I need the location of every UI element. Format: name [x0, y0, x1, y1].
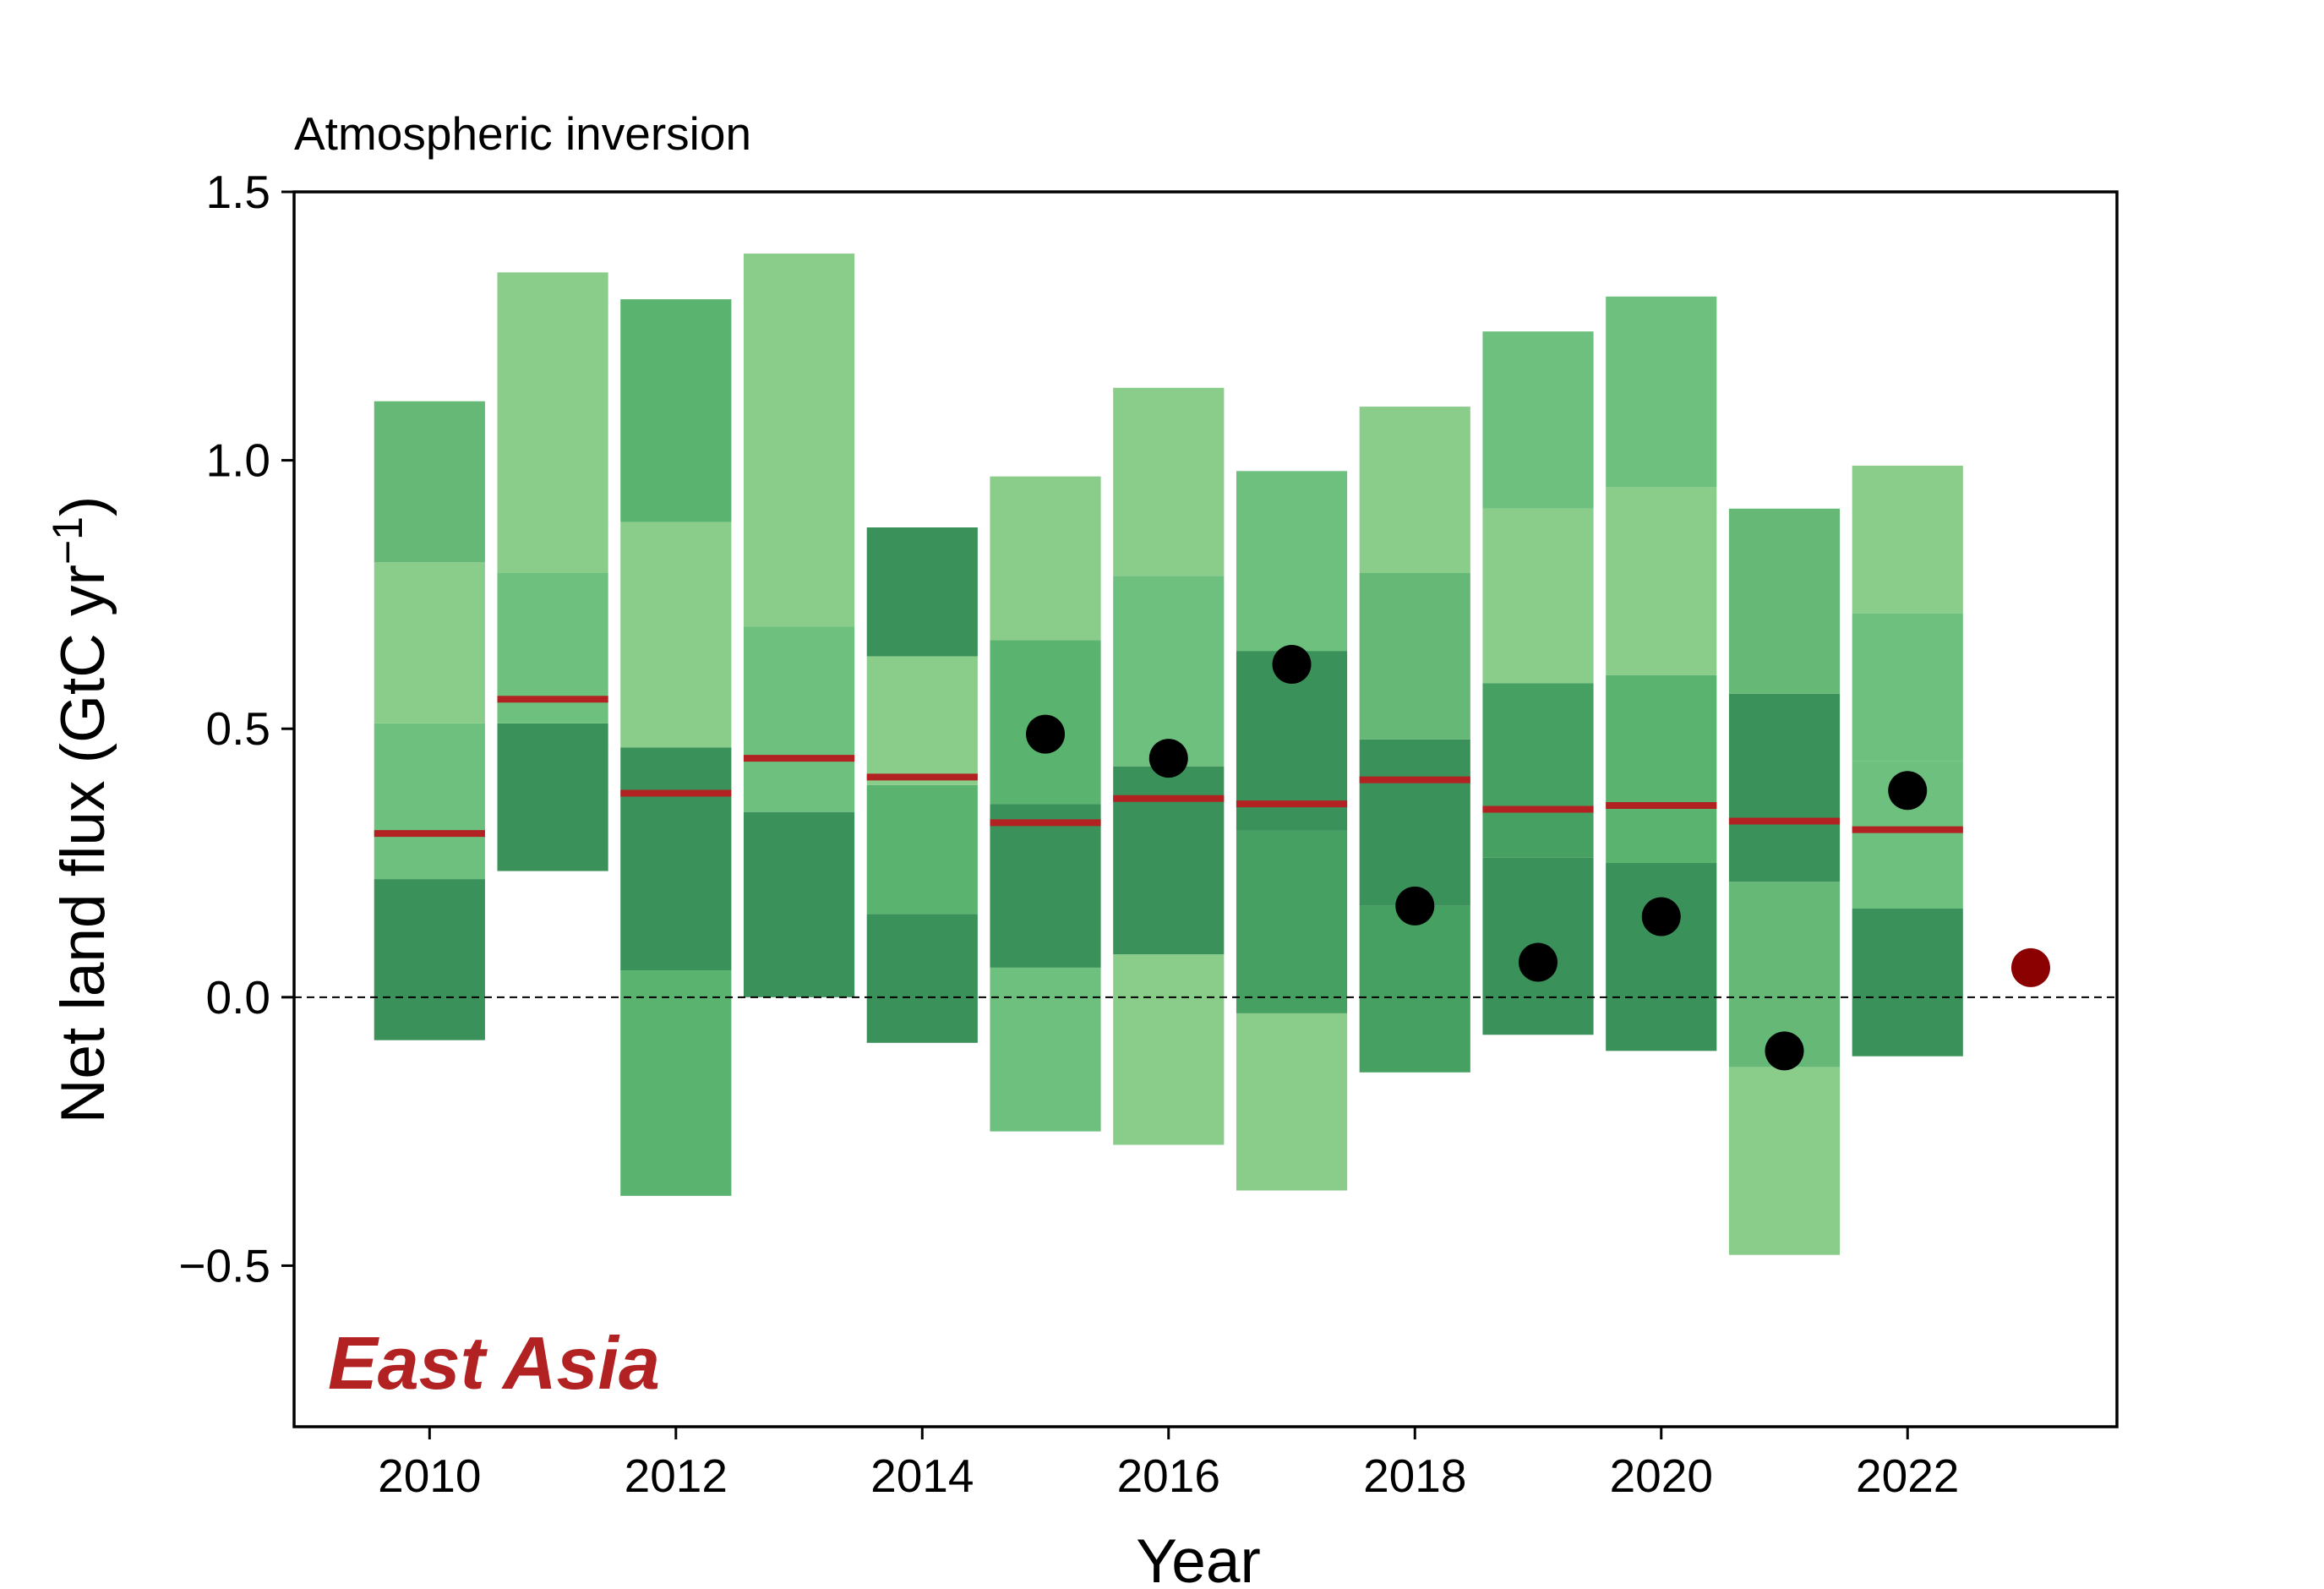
band-segment-2012-2 — [620, 521, 732, 748]
y-axis-label-main: Net land flux (GtC yr — [49, 565, 117, 1123]
point-2015 — [1026, 714, 1066, 754]
band-segment-2022-3 — [1852, 465, 1963, 614]
band-segment-2016-3 — [1113, 387, 1225, 576]
y-axis-label-exponent: −1 — [44, 516, 91, 565]
x-tick-label-2010: 2010 — [378, 1450, 481, 1502]
band-segment-2013-2 — [743, 254, 855, 627]
x-tick-label-2012: 2012 — [625, 1450, 728, 1502]
band-segment-2022-2 — [1852, 613, 1963, 762]
x-tick-label-2016: 2016 — [1117, 1450, 1220, 1502]
y-tick-label-1: 1.0 — [206, 434, 270, 487]
band-segment-2020-0 — [1606, 863, 1717, 1051]
point-2019 — [1519, 942, 1558, 982]
chart-subtitle: Atmospheric inversion — [294, 107, 751, 160]
band-segment-2016-0 — [1113, 954, 1225, 1145]
point-2021 — [1765, 1031, 1804, 1071]
band-segment-2015-3 — [990, 476, 1101, 641]
y-axis-ticks: −0.5 0.0 0.5 1.0 1.5 — [178, 166, 294, 1291]
band-segment-2018-0 — [1359, 905, 1470, 1073]
band-segment-2021-0 — [1728, 1067, 1841, 1255]
y-tick-label--0.5: −0.5 — [178, 1239, 270, 1291]
band-segment-2013-1 — [743, 626, 855, 812]
point-2018 — [1395, 886, 1435, 926]
point-2022 — [1888, 771, 1928, 811]
band-segment-2017-1 — [1236, 830, 1348, 1013]
x-tick-label-2022: 2022 — [1856, 1450, 1959, 1502]
band-segment-2020-2 — [1606, 487, 1717, 675]
band-segment-2018-3 — [1359, 407, 1470, 574]
band-segment-2014-1 — [866, 784, 978, 915]
y-axis-label-close: ) — [49, 496, 117, 516]
band-segment-2014-3 — [866, 527, 978, 657]
band-segment-2010-2 — [374, 562, 485, 724]
band-segment-2018-2 — [1359, 573, 1470, 740]
band-segment-2011-2 — [497, 272, 608, 574]
band-segment-2019-3 — [1482, 331, 1594, 509]
region-label: East Asia — [328, 1321, 660, 1405]
median-lines — [374, 696, 1963, 838]
band-segment-2018-1 — [1359, 739, 1470, 906]
band-segment-2016-1 — [1113, 766, 1225, 955]
band-segment-2014-0 — [866, 914, 978, 1043]
band-segment-2010-0 — [374, 879, 485, 1040]
band-segment-2015-0 — [990, 967, 1101, 1132]
band-segment-2010-3 — [374, 401, 485, 563]
y-tick-label-0: 0.0 — [206, 971, 270, 1024]
plot-frame — [292, 190, 2119, 1428]
band-segment-2010-1 — [374, 723, 485, 880]
point-2020 — [1641, 897, 1681, 936]
band-segment-2017-3 — [1236, 471, 1348, 652]
band-segment-2015-1 — [990, 804, 1101, 968]
band-segment-2022-0 — [1852, 909, 1963, 1057]
y-axis-label: Net land flux (GtC yr−1) — [44, 496, 117, 1124]
band-segment-2012-0 — [620, 970, 732, 1196]
point-2016 — [1148, 739, 1188, 778]
band-segment-2019-2 — [1482, 508, 1594, 684]
band-segment-2016-2 — [1113, 576, 1225, 767]
point-2017 — [1272, 644, 1312, 684]
band-segment-2021-3 — [1728, 508, 1841, 694]
point-2023 — [2010, 947, 2050, 987]
x-tick-label-2018: 2018 — [1363, 1450, 1466, 1502]
x-tick-label-2014: 2014 — [870, 1450, 974, 1502]
band-segment-2014-2 — [866, 656, 978, 785]
band-segment-2013-0 — [743, 811, 855, 997]
band-segment-2021-2 — [1728, 693, 1841, 882]
point-markers — [1026, 644, 2050, 1071]
x-axis-label: Year — [1136, 1527, 1261, 1585]
x-axis-ticks: 2010 2012 2014 2016 2018 2020 2022 — [378, 1427, 1959, 1502]
y-tick-label-0.5: 0.5 — [206, 702, 270, 755]
band-segment-2020-1 — [1606, 674, 1717, 864]
band-segment-2019-1 — [1482, 683, 1594, 858]
y-tick-label-1.5: 1.5 — [206, 166, 270, 218]
x-tick-label-2020: 2020 — [1610, 1450, 1713, 1502]
band-segment-2012-3 — [620, 299, 732, 522]
band-segment-2020-3 — [1606, 296, 1717, 488]
band-segment-2017-0 — [1236, 1013, 1348, 1191]
band-segment-2011-0 — [497, 723, 608, 871]
stacked-bands — [374, 254, 1963, 1255]
band-segment-2012-1 — [620, 747, 732, 971]
